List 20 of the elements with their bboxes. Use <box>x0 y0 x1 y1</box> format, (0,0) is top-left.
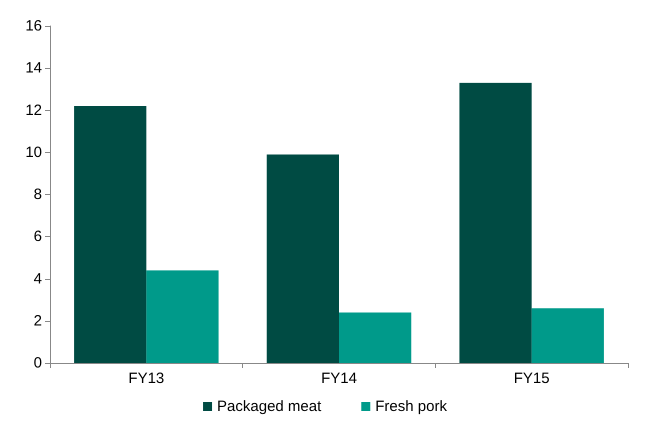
legend-label: Fresh pork <box>375 398 448 415</box>
y-tick-label: 14 <box>25 60 42 77</box>
bar <box>459 82 532 363</box>
y-tick-label: 12 <box>25 102 42 119</box>
x-tick-label: FY13 <box>128 370 164 387</box>
y-tick-label: 0 <box>34 354 42 372</box>
legend-label: Packaged meat <box>217 398 322 415</box>
y-tick-label: 10 <box>25 144 42 161</box>
x-tick-label: FY14 <box>321 370 357 387</box>
y-tick-label: 2 <box>34 312 42 330</box>
y-tick-label: 4 <box>34 270 42 288</box>
y-tick-label: 6 <box>34 228 42 246</box>
y-tick-label: 16 <box>25 18 42 34</box>
bar <box>339 312 412 363</box>
bar <box>146 270 219 363</box>
x-tick-label: FY15 <box>514 370 550 387</box>
bar <box>74 106 146 363</box>
y-tick-label: 8 <box>34 186 42 203</box>
bar <box>266 154 339 363</box>
bar <box>532 308 604 363</box>
